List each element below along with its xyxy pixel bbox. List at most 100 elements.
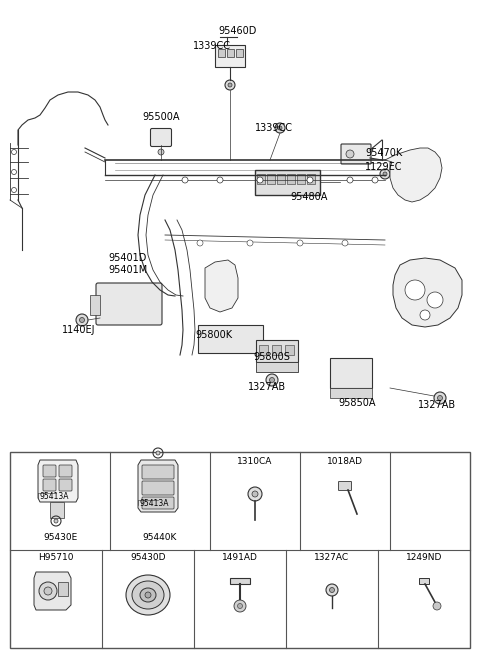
Circle shape — [275, 123, 285, 133]
Circle shape — [217, 177, 223, 183]
Circle shape — [76, 314, 88, 326]
Text: 95480A: 95480A — [290, 192, 327, 202]
FancyBboxPatch shape — [90, 295, 100, 315]
FancyBboxPatch shape — [256, 340, 298, 362]
Circle shape — [269, 377, 275, 382]
Text: 95430D: 95430D — [130, 553, 166, 562]
Text: 95413A: 95413A — [140, 499, 169, 508]
Circle shape — [427, 292, 443, 308]
FancyBboxPatch shape — [330, 388, 372, 398]
FancyBboxPatch shape — [256, 362, 298, 372]
Circle shape — [266, 374, 278, 386]
Circle shape — [420, 310, 430, 320]
Circle shape — [252, 491, 258, 497]
FancyBboxPatch shape — [43, 465, 56, 477]
Bar — [10, 452, 470, 648]
Circle shape — [238, 604, 242, 609]
Text: 1491AD: 1491AD — [222, 553, 258, 562]
Text: 95440K: 95440K — [143, 533, 177, 542]
Circle shape — [437, 396, 443, 401]
Text: 1140EJ: 1140EJ — [62, 325, 96, 335]
Text: 95850A: 95850A — [338, 398, 375, 408]
FancyBboxPatch shape — [198, 325, 263, 353]
Bar — [218, 49, 225, 57]
FancyBboxPatch shape — [142, 465, 174, 479]
Bar — [297, 174, 305, 184]
Circle shape — [12, 188, 16, 192]
Polygon shape — [385, 148, 442, 202]
Text: 1339CC: 1339CC — [193, 41, 231, 51]
Circle shape — [326, 584, 338, 596]
Text: 1249ND: 1249ND — [406, 553, 442, 562]
Ellipse shape — [126, 575, 170, 615]
Circle shape — [248, 487, 262, 501]
Polygon shape — [393, 258, 462, 327]
FancyBboxPatch shape — [142, 481, 174, 495]
FancyBboxPatch shape — [255, 170, 320, 195]
Text: 95800K: 95800K — [195, 330, 232, 340]
Polygon shape — [205, 260, 238, 312]
Text: 1327AB: 1327AB — [418, 400, 456, 410]
Bar — [227, 49, 234, 57]
Circle shape — [278, 126, 282, 130]
Circle shape — [434, 392, 446, 404]
Circle shape — [342, 240, 348, 246]
Polygon shape — [38, 460, 78, 502]
FancyBboxPatch shape — [59, 465, 72, 477]
Circle shape — [247, 240, 253, 246]
Circle shape — [405, 280, 425, 300]
FancyBboxPatch shape — [151, 129, 171, 146]
Bar — [58, 582, 68, 596]
FancyBboxPatch shape — [215, 45, 245, 67]
FancyBboxPatch shape — [59, 479, 72, 491]
FancyBboxPatch shape — [330, 358, 372, 388]
Text: 95430E: 95430E — [43, 533, 77, 542]
Circle shape — [433, 602, 441, 610]
Text: 1327AB: 1327AB — [248, 382, 286, 392]
Circle shape — [234, 600, 246, 612]
FancyBboxPatch shape — [341, 144, 371, 164]
FancyBboxPatch shape — [96, 283, 162, 325]
Bar — [50, 502, 64, 518]
Circle shape — [228, 83, 232, 87]
Polygon shape — [138, 460, 178, 512]
Circle shape — [80, 318, 84, 323]
FancyBboxPatch shape — [338, 482, 351, 491]
FancyBboxPatch shape — [142, 497, 174, 509]
Text: 95470K: 95470K — [365, 148, 402, 158]
Text: 1339CC: 1339CC — [255, 123, 293, 133]
Bar — [236, 49, 243, 57]
Text: 95800S: 95800S — [253, 352, 290, 362]
Circle shape — [346, 150, 354, 158]
Circle shape — [329, 588, 335, 592]
Text: 95500A: 95500A — [142, 112, 180, 122]
Circle shape — [54, 519, 58, 523]
Bar — [307, 174, 315, 184]
Bar — [230, 578, 250, 584]
Bar — [277, 174, 285, 184]
Circle shape — [297, 240, 303, 246]
Circle shape — [197, 240, 203, 246]
Ellipse shape — [145, 592, 151, 598]
Text: 1018AD: 1018AD — [327, 457, 363, 466]
Bar — [287, 174, 295, 184]
Text: 95413A: 95413A — [40, 492, 70, 501]
Text: 95401M: 95401M — [108, 265, 147, 275]
Text: 1129EC: 1129EC — [365, 162, 403, 172]
Circle shape — [225, 80, 235, 90]
Ellipse shape — [132, 581, 164, 609]
Text: H95710: H95710 — [38, 553, 74, 562]
Circle shape — [257, 177, 263, 183]
Circle shape — [12, 150, 16, 155]
Circle shape — [347, 177, 353, 183]
Bar — [257, 174, 265, 184]
Text: 1327AC: 1327AC — [314, 553, 349, 562]
Circle shape — [182, 177, 188, 183]
Circle shape — [44, 587, 52, 595]
Circle shape — [12, 169, 16, 174]
Bar — [285, 345, 294, 355]
Text: 95460D: 95460D — [218, 26, 256, 36]
Circle shape — [307, 177, 313, 183]
Text: 1310CA: 1310CA — [237, 457, 273, 466]
Circle shape — [383, 172, 387, 176]
